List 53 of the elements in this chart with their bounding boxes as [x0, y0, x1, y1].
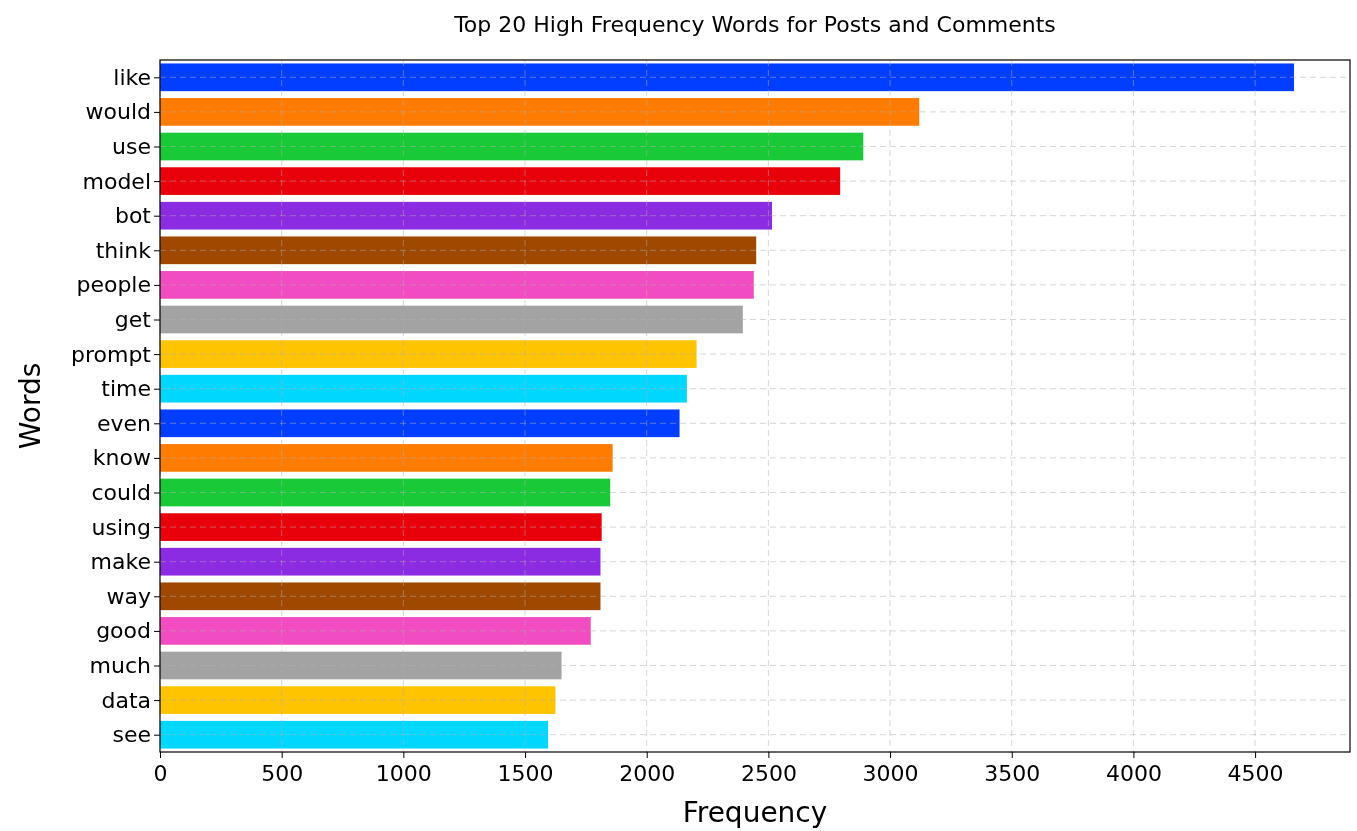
y-tick-label: data [101, 687, 151, 713]
y-tick-label: bot [114, 203, 152, 229]
bar [160, 617, 591, 645]
y-tick-label: good [96, 618, 151, 644]
bar [160, 444, 613, 472]
y-tick-label: get [114, 307, 152, 333]
bar [160, 686, 556, 714]
y-tick-label: way [106, 583, 151, 609]
y-tick-label: see [112, 722, 151, 748]
y-axis-title: Words [14, 362, 47, 450]
bar [160, 63, 1295, 92]
bar [160, 236, 757, 265]
bar [160, 547, 601, 576]
x-axis-title: Frequency [682, 796, 828, 829]
bar [160, 651, 562, 680]
x-tick-label: 0 [153, 760, 168, 786]
x-tick-label: 3500 [984, 760, 1041, 786]
bar [160, 271, 754, 299]
x-tick-label: 1000 [375, 760, 432, 786]
bar [160, 167, 841, 195]
y-tick-label: time [101, 376, 151, 402]
y-tick-label: using [91, 514, 151, 540]
bar [160, 305, 743, 334]
y-tick-label: model [82, 168, 151, 194]
y-tick-label: even [96, 410, 151, 436]
bar [160, 582, 601, 611]
y-tick-label: could [91, 480, 151, 506]
bar [160, 132, 864, 161]
bar [160, 720, 549, 749]
y-tick-label: like [113, 64, 151, 90]
y-tick-label: much [89, 653, 151, 679]
y-tick-label: prompt [70, 341, 152, 367]
y-tick-label: think [95, 237, 152, 263]
y-tick-label: make [90, 549, 151, 575]
bar [160, 374, 687, 403]
y-tick-label: use [112, 134, 151, 160]
y-tick-label: would [85, 99, 151, 125]
chart-title: Top 20 High Frequency Words for Posts and Comments [453, 12, 1056, 37]
x-tick-label: 500 [261, 760, 304, 786]
bar [160, 409, 680, 438]
x-tick-label: 1500 [497, 760, 554, 786]
bar [160, 201, 773, 230]
bar [160, 98, 920, 126]
y-tick-label: people [76, 272, 151, 298]
x-tick-label: 2500 [740, 760, 797, 786]
bar [160, 478, 611, 507]
bar [160, 513, 602, 541]
y-tick-label: know [92, 445, 151, 471]
bar [160, 340, 697, 368]
x-tick-label: 4000 [1105, 760, 1162, 786]
x-tick-label: 4500 [1227, 760, 1284, 786]
x-tick-label: 3000 [862, 760, 919, 786]
x-tick-label: 2000 [619, 760, 676, 786]
